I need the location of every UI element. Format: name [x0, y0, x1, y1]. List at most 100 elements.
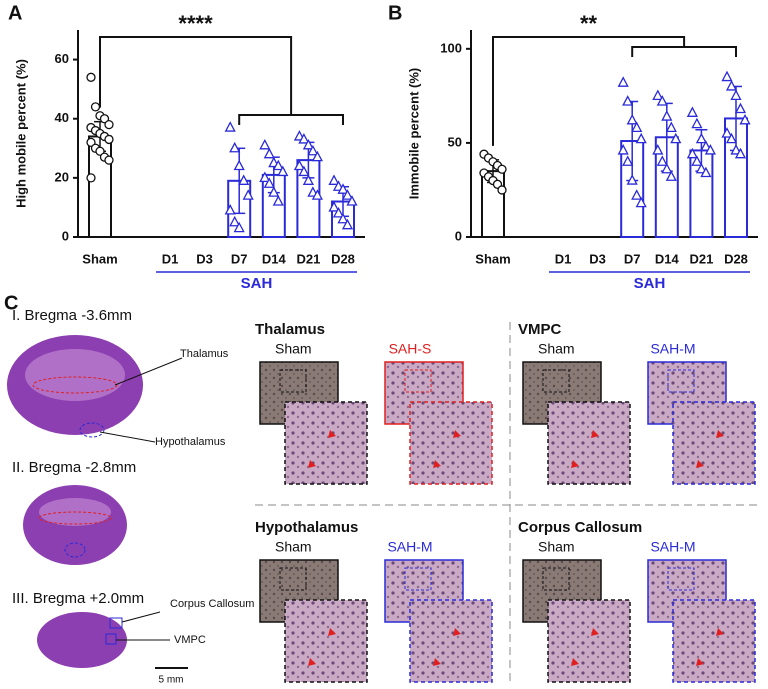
- marker-arrow: [696, 430, 724, 468]
- zoom-box: [279, 567, 307, 591]
- data-point: [332, 206, 345, 218]
- y-tick-label: 60: [55, 51, 69, 66]
- marker-arrow: [571, 628, 599, 666]
- data-point: [652, 89, 664, 101]
- data-point: [665, 170, 677, 181]
- data-point: [229, 215, 241, 227]
- marker-arrow: [433, 628, 461, 666]
- x-tick-label: Sham: [475, 251, 510, 266]
- data-point: [617, 76, 629, 87]
- y-axis-title: High mobile percent (%): [13, 59, 28, 208]
- data-point: [725, 132, 738, 144]
- data-point: [298, 165, 310, 177]
- region-title: Thalamus: [255, 321, 325, 338]
- data-point: [259, 171, 271, 183]
- data-point: [700, 140, 712, 151]
- data-point: [622, 95, 634, 106]
- data-point: [311, 189, 323, 200]
- y-axis-title: Immobile percent (%): [406, 68, 421, 199]
- data-point: [656, 155, 668, 166]
- group-label: SAH-M: [387, 539, 432, 555]
- y-tick-label: 0: [455, 228, 462, 243]
- data-point: [259, 138, 271, 150]
- data-point: [302, 174, 314, 185]
- data-point: [626, 174, 638, 185]
- micrograph-inset: [672, 599, 756, 683]
- leader: [99, 431, 156, 443]
- region-title: Hypothalamus: [255, 519, 358, 536]
- group-label: SAH-S: [389, 341, 432, 357]
- data-point: [341, 218, 354, 230]
- data-point: [263, 177, 275, 188]
- x-tick-label: D28: [724, 251, 748, 266]
- zoom-box: [667, 369, 695, 393]
- data-point: [328, 201, 340, 212]
- data-point: [104, 119, 114, 130]
- x-tick-label: D3: [196, 251, 213, 266]
- zoom-box: [542, 567, 570, 591]
- data-point: [734, 102, 747, 114]
- zoom-box: [404, 369, 432, 393]
- x-tick-label: D7: [624, 251, 641, 266]
- leader: [114, 357, 183, 386]
- data-point: [497, 185, 507, 195]
- y-tick-label: 50: [448, 134, 462, 149]
- data-point: [704, 144, 716, 155]
- x-tick-label: D14: [655, 251, 680, 266]
- data-point: [721, 127, 733, 138]
- micrograph-inset: [547, 599, 631, 683]
- marker-arrow: [308, 430, 336, 468]
- x-tick-label: D7: [231, 251, 248, 266]
- data-point: [631, 189, 643, 200]
- region-outline: [109, 617, 123, 629]
- region-label: Corpus Callosum: [170, 598, 254, 610]
- data-point: [293, 159, 305, 171]
- marker-arrow: [433, 430, 461, 468]
- data-point: [307, 144, 319, 156]
- data-point: [238, 174, 250, 185]
- x-tick-label: D3: [589, 251, 606, 266]
- group-label: SAH-M: [650, 539, 695, 555]
- panel-label: C: [4, 292, 18, 314]
- data-point: [298, 133, 310, 144]
- micrograph-inset: [284, 401, 368, 485]
- y-tick-label: 20: [55, 169, 69, 184]
- region-outline: [105, 633, 117, 645]
- region-outline: [64, 542, 86, 558]
- group-label: SAH-M: [650, 341, 695, 357]
- micrograph-inset: [409, 599, 493, 683]
- data-point: [86, 72, 96, 82]
- data-point: [224, 121, 236, 132]
- data-point: [224, 203, 236, 215]
- y-tick-label: 40: [55, 110, 69, 125]
- x-tick-label: D21: [689, 251, 713, 266]
- region-title: Corpus Callosum: [518, 519, 642, 536]
- data-point: [670, 132, 682, 144]
- brain-image: [37, 612, 127, 668]
- marker-arrow: [308, 628, 336, 666]
- group-label: Sham: [275, 539, 312, 555]
- data-point: [233, 221, 245, 233]
- data-point: [263, 147, 275, 159]
- data-point: [721, 70, 733, 82]
- data-point: [242, 189, 254, 200]
- y-tick-label: 100: [440, 40, 462, 55]
- data-point: [730, 89, 742, 101]
- data-point: [656, 95, 668, 106]
- data-point: [695, 162, 707, 174]
- data-point: [337, 212, 349, 224]
- data-point: [104, 155, 114, 165]
- data-point: [665, 121, 677, 133]
- data-point: [734, 147, 747, 159]
- region-outline: [38, 511, 112, 525]
- data-point: [739, 113, 751, 125]
- leader: [121, 611, 161, 623]
- marker-arrow: [696, 628, 724, 666]
- marker-arrow: [571, 430, 599, 468]
- x-tick-label: D1: [555, 251, 572, 266]
- data-point: [622, 155, 634, 166]
- zoom-box: [279, 369, 307, 393]
- x-tick-label: D21: [296, 251, 320, 266]
- data-point: [272, 159, 284, 171]
- data-point: [695, 132, 707, 144]
